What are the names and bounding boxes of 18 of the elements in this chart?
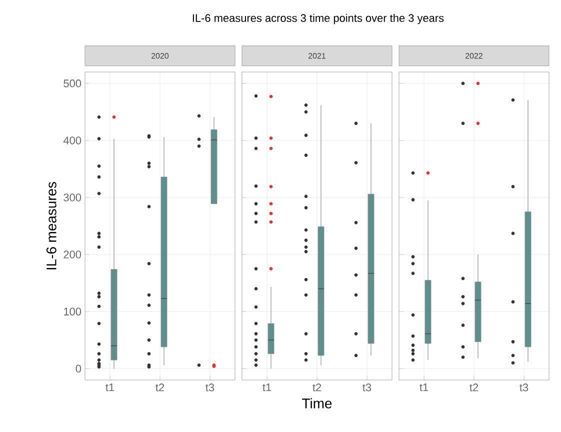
x-tick-label: t2 [156, 384, 164, 392]
x-axis-title: Time [302, 398, 332, 408]
text: IL-6 measures across 3 time points over the 3 years [192, 14, 444, 24]
x-tick-label: t3 [206, 384, 214, 392]
y-tick-label: 0 [76, 364, 82, 372]
y-tick-label: 500 [64, 80, 82, 88]
x-tick-label: t1 [262, 384, 272, 392]
x-tick-label: t3 [362, 384, 372, 392]
x-tick-label: t1 [420, 384, 428, 392]
y-axis-title: IL-6 measures [46, 182, 56, 270]
y-tick-label: 400 [63, 136, 82, 144]
x-tick-label: t3 [520, 384, 528, 392]
x-tick-label: t2 [312, 384, 322, 392]
y-tick-label: 100 [64, 308, 82, 316]
y-tick-label: 200 [64, 250, 82, 258]
x-tick-label: t2 [470, 384, 478, 392]
y-tick-label: 300 [64, 194, 82, 202]
x-tick-label: t1 [106, 384, 114, 392]
